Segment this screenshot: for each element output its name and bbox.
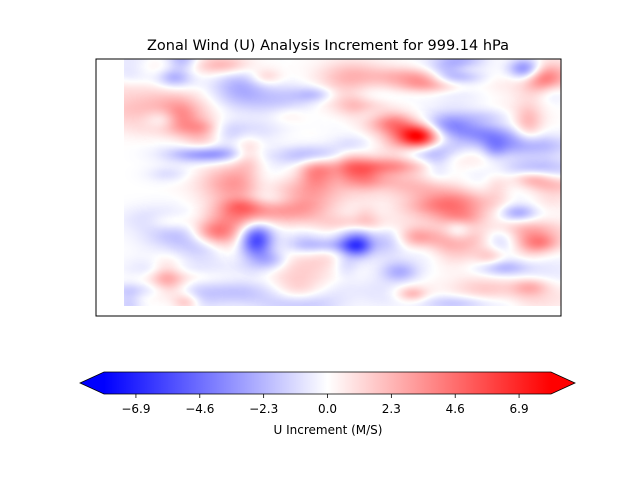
colorbar-extend-max	[551, 372, 575, 394]
colorbar-label: U Increment (M/S)	[274, 423, 383, 437]
colorbar-tick-label: 6.9	[510, 402, 529, 416]
colorbar-tick-label: −2.3	[249, 402, 278, 416]
colorbar-body	[104, 372, 551, 394]
colorbar-tick-label: 2.3	[382, 402, 401, 416]
colorbar-tick-label: 0.0	[318, 402, 337, 416]
chart-title: Zonal Wind (U) Analysis Increment for 99…	[147, 38, 509, 54]
colorbar: −6.9 −4.6 −2.3 0.0 2.3 4.6 6.9 U Increment (M/…	[79, 371, 576, 437]
colorbar-tick-label: −6.9	[121, 402, 150, 416]
increment-field	[124, 59, 561, 306]
increment-field-canvas	[124, 59, 561, 306]
map-frame	[95, 58, 562, 317]
map-panel	[95, 58, 562, 317]
colorbar-extend-min	[80, 372, 104, 394]
colorbar-tick-label: −4.6	[185, 402, 214, 416]
colorbar-ticks: −6.9 −4.6 −2.3 0.0 2.3 4.6 6.9	[121, 394, 529, 416]
colorbar-tick-label: 4.6	[446, 402, 465, 416]
colorbar-outline	[79, 371, 576, 395]
